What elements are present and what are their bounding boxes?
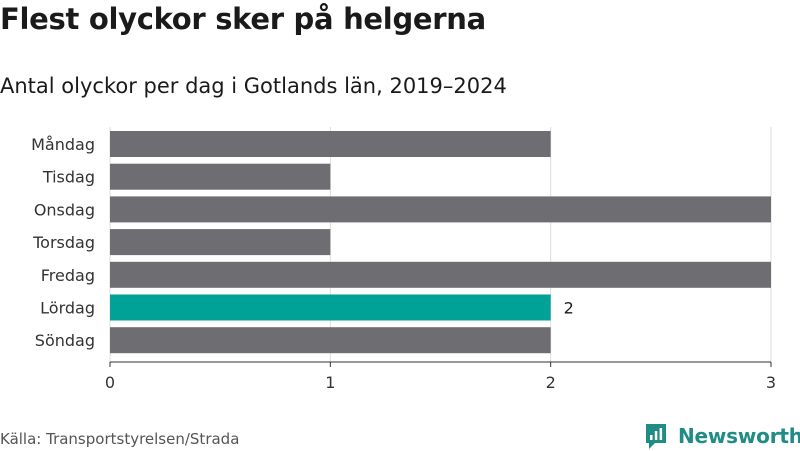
category-label: Måndag	[31, 135, 95, 154]
bar-söndag	[110, 327, 551, 354]
category-label: Söndag	[35, 331, 95, 350]
chart-subtitle: Antal olyckor per dag i Gotlands län, 20…	[0, 74, 507, 98]
category-label: Lördag	[40, 299, 95, 318]
bar-fredag	[110, 261, 771, 288]
category-label: Torsdag	[32, 233, 95, 252]
bar-måndag	[110, 131, 551, 157]
source-note: Källa: Transportstyrelsen/Strada	[0, 430, 240, 448]
brand-logo[interactable]: Newsworthy	[644, 421, 800, 451]
x-tick-label: 1	[325, 373, 335, 392]
x-tick-label: 0	[105, 373, 115, 392]
chart-title: Flest olyckor sker på helgerna	[0, 2, 486, 36]
category-labels: Måndag Tisdag Onsdag Torsdag Fredag Lördag Sön…	[31, 135, 95, 350]
x-axis: 0 1 2 3	[105, 361, 776, 392]
category-label: Fredag	[41, 266, 95, 285]
category-label: Onsdag	[34, 200, 95, 219]
newsworthy-logo-icon	[646, 424, 666, 449]
bar-tisdag	[110, 163, 331, 190]
bar-chart: Måndag Tisdag Onsdag Torsdag Fredag Lördag Sön…	[31, 127, 776, 392]
data-labels: 2	[564, 299, 574, 318]
x-tick-label: 2	[546, 373, 556, 392]
bar-onsdag	[110, 196, 771, 223]
bars	[110, 131, 771, 354]
category-label: Tisdag	[42, 168, 95, 187]
data-label: 2	[564, 299, 574, 318]
bar-lördag	[110, 294, 551, 321]
x-tick-label: 3	[766, 373, 776, 392]
bar-torsdag	[110, 229, 331, 256]
brand-name: Newsworthy	[678, 424, 800, 448]
